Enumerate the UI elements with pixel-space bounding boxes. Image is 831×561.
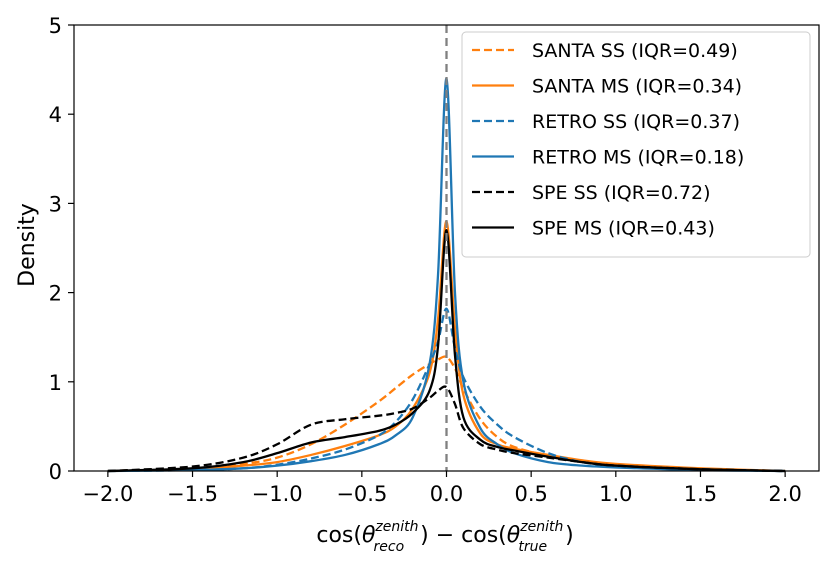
x-tick-label: 1.5 [684,482,717,506]
x-label-sup-2: zenith [519,519,563,535]
legend-label-santa-ms: SANTA MS (IQR=0.34) [532,76,742,98]
legend-label-retro-ms: RETRO MS (IQR=0.18) [532,147,744,169]
y-tick-label: 4 [49,103,62,127]
y-axis-ticks: 0 1 2 3 4 5 [49,14,74,484]
x-label-part-cos-open-1: cos( [316,523,362,548]
x-tick-label: −1.0 [252,482,303,506]
x-label-part-close: ) [565,523,574,548]
y-tick-label: 5 [49,14,62,38]
series-line-retro-ms [107,77,786,473]
x-label-sub-2: true [518,539,547,555]
x-axis-ticks: −2.0 −1.5 −1.0 −0.5 0.0 0.5 1.0 1.5 2.0 [82,471,802,506]
x-label-theta-2: θ [507,523,521,548]
legend-label-santa-ss: SANTA SS (IQR=0.49) [532,40,738,62]
x-label-theta-1: θ [362,523,376,548]
series-line-santa-ss [107,355,786,473]
x-tick-label: −1.5 [167,482,218,506]
series-line-spe-ms [107,229,786,473]
x-tick-label: 0.5 [514,482,547,506]
x-axis-label: cos(θzenith reco) − cos(θzenith true) [316,519,573,555]
legend-box [461,31,811,258]
legend: SANTA SS (IQR=0.49) SANTA MS (IQR=0.34) RE… [461,31,811,258]
y-tick-label: 3 [49,192,62,216]
series-line-santa-ms [107,220,786,473]
y-tick-label: 1 [49,371,62,395]
x-tick-label: 0.0 [430,482,463,506]
legend-label-spe-ms: SPE MS (IQR=0.43) [532,218,715,240]
y-tick-label: 2 [49,282,62,306]
y-tick-label: 0 [49,460,62,484]
y-axis-label: Density [15,203,40,287]
plot-area [107,25,786,473]
x-tick-label: −0.5 [336,482,387,506]
x-label-sub-1: reco [374,539,405,555]
plot-frame [73,24,820,472]
x-tick-label: 1.0 [599,482,632,506]
x-label-sup-1: zenith [374,519,418,535]
x-tick-label: −2.0 [82,482,133,506]
x-label-part-middle: ) − cos( [420,523,507,548]
x-tick-label: 2.0 [768,482,801,506]
legend-label-spe-ss: SPE SS (IQR=0.72) [532,182,711,204]
legend-label-retro-ss: RETRO SS (IQR=0.37) [532,111,740,133]
